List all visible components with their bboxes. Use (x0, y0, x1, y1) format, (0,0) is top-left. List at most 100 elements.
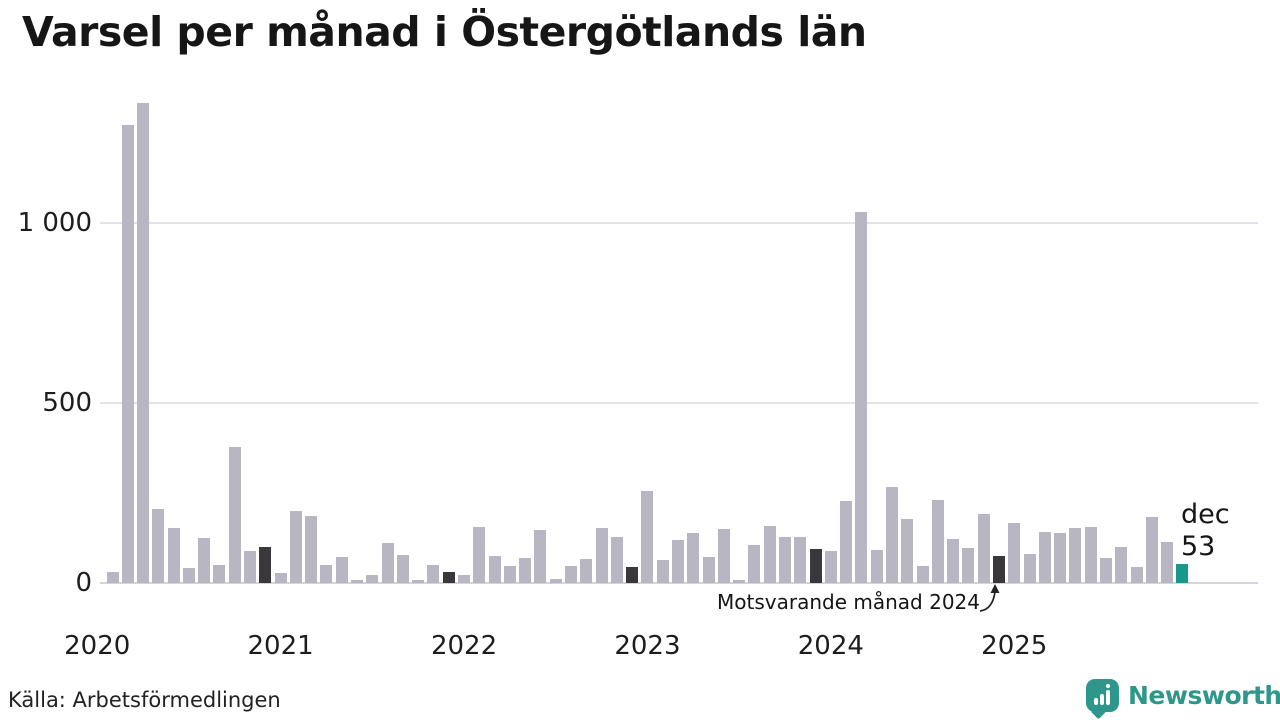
bar-2023-07 (733, 580, 746, 583)
newsworthy-logo: Newsworthy (1086, 679, 1280, 712)
bar-2020-03 (121, 125, 134, 583)
bar-2024-02 (840, 501, 853, 583)
bar-2023-09 (763, 526, 776, 583)
source-label: Källa: Arbetsförmedlingen (8, 688, 281, 712)
current-month-value: 53 (1181, 531, 1216, 562)
y-axis-label-1000: 1 000 (17, 208, 92, 239)
bar-2025-02 (1023, 554, 1036, 583)
bar-2022-10 (595, 528, 608, 583)
x-axis-label-2020: 2020 (64, 631, 131, 661)
bar-2022-06 (534, 530, 547, 583)
bar-2021-11 (427, 565, 440, 583)
chart-title: Varsel per månad i Östergötlands län (22, 8, 867, 56)
bar-2023-08 (748, 545, 761, 583)
bar-2024-06 (901, 519, 914, 583)
bar-2020-04 (137, 103, 150, 583)
bar-2020-06 (167, 528, 180, 583)
bar-2023-10 (778, 537, 791, 583)
bar-2024-01 (824, 551, 837, 583)
bar-2025-08 (1115, 547, 1128, 583)
bar-2025-09 (1130, 567, 1143, 583)
comparison-annotation-text: Motsvarande månad 2024 (717, 590, 980, 614)
bar-2020-08 (198, 538, 211, 583)
bar-2024-10 (962, 548, 975, 583)
bar-2025-05 (1069, 528, 1082, 583)
bar-2023-11 (794, 537, 807, 583)
logo-bar-icon (1106, 690, 1110, 705)
bar-2022-12 (626, 567, 639, 583)
y-axis-label-0: 0 (75, 568, 92, 598)
bar-2024-08 (931, 500, 944, 583)
bar-2024-07 (916, 566, 929, 583)
bar-2025-01 (1008, 523, 1021, 583)
bar-2025-06 (1084, 527, 1097, 583)
bar-2025-11 (1161, 542, 1174, 583)
gridline-500 (100, 402, 1258, 405)
logo-dot-icon (1106, 684, 1110, 688)
bar-2025-03 (1038, 532, 1051, 583)
x-axis-label-2022: 2022 (430, 631, 498, 661)
x-axis-label-2023: 2023 (614, 631, 681, 661)
bar-2023-04 (687, 533, 700, 583)
bar-2021-08 (381, 543, 394, 583)
bar-2020-05 (152, 509, 165, 583)
bar-2020-10 (228, 447, 241, 583)
bar-2022-09 (580, 559, 593, 583)
bar-2024-09 (947, 539, 960, 583)
brand-name: Newsworthy (1128, 681, 1280, 710)
annotation-arrow-icon (979, 584, 1000, 612)
bar-2022-11 (610, 537, 623, 583)
y-axis-label-500: 500 (42, 388, 92, 419)
bar-2023-06 (717, 529, 730, 583)
newsworthy-pin-icon (1086, 679, 1119, 712)
bar-2020-12 (259, 547, 272, 583)
bar-2025-04 (1054, 533, 1067, 583)
bar-2025-07 (1099, 558, 1112, 583)
bar-2022-08 (565, 566, 578, 583)
bar-2020-07 (182, 568, 195, 583)
bar-2024-04 (870, 550, 883, 583)
current-month-label: dec 53 (1181, 499, 1230, 563)
bar-2024-12 (992, 556, 1005, 583)
bar-2021-02 (289, 511, 302, 583)
bar-2020-09 (213, 565, 226, 583)
bar-2025-12 (1176, 564, 1189, 583)
x-axis-label-2021: 2021 (247, 631, 314, 661)
bar-2024-11 (977, 514, 990, 583)
bar-2021-10 (412, 580, 425, 583)
comparison-annotation: Motsvarande månad 2024 (0, 590, 980, 614)
x-axis-label-2025: 2025 (981, 631, 1048, 661)
bar-2022-03 (488, 556, 501, 583)
bar-2021-05 (335, 557, 348, 583)
bar-2021-12 (442, 572, 455, 583)
bar-2022-05 (519, 558, 532, 583)
bar-2023-12 (809, 549, 822, 583)
bar-2023-05 (702, 557, 715, 583)
logo-bar-icon (1100, 694, 1104, 705)
logo-bar-icon (1094, 698, 1098, 705)
bar-2023-02 (656, 560, 669, 583)
bar-2021-04 (320, 565, 333, 583)
bar-2024-05 (885, 487, 898, 583)
bar-2021-03 (305, 516, 318, 583)
bar-2020-02 (106, 572, 119, 583)
gridline-1000 (100, 222, 1258, 225)
bar-2023-01 (641, 491, 654, 583)
bar-2021-07 (366, 575, 379, 583)
bar-2022-01 (458, 575, 471, 583)
bar-2023-03 (672, 540, 684, 583)
bar-2021-06 (351, 580, 364, 583)
bar-2022-04 (503, 566, 516, 583)
bar-2025-10 (1145, 517, 1158, 583)
x-axis-label-2024: 2024 (797, 631, 864, 661)
bar-2022-02 (473, 527, 486, 583)
bar-2024-03 (855, 212, 868, 583)
bar-2020-11 (244, 551, 257, 583)
bar-2021-01 (274, 573, 287, 583)
gridline-0 (100, 582, 1258, 584)
bar-2021-09 (396, 555, 409, 583)
bar-2022-07 (549, 579, 562, 583)
current-month-name: dec (1181, 499, 1230, 530)
